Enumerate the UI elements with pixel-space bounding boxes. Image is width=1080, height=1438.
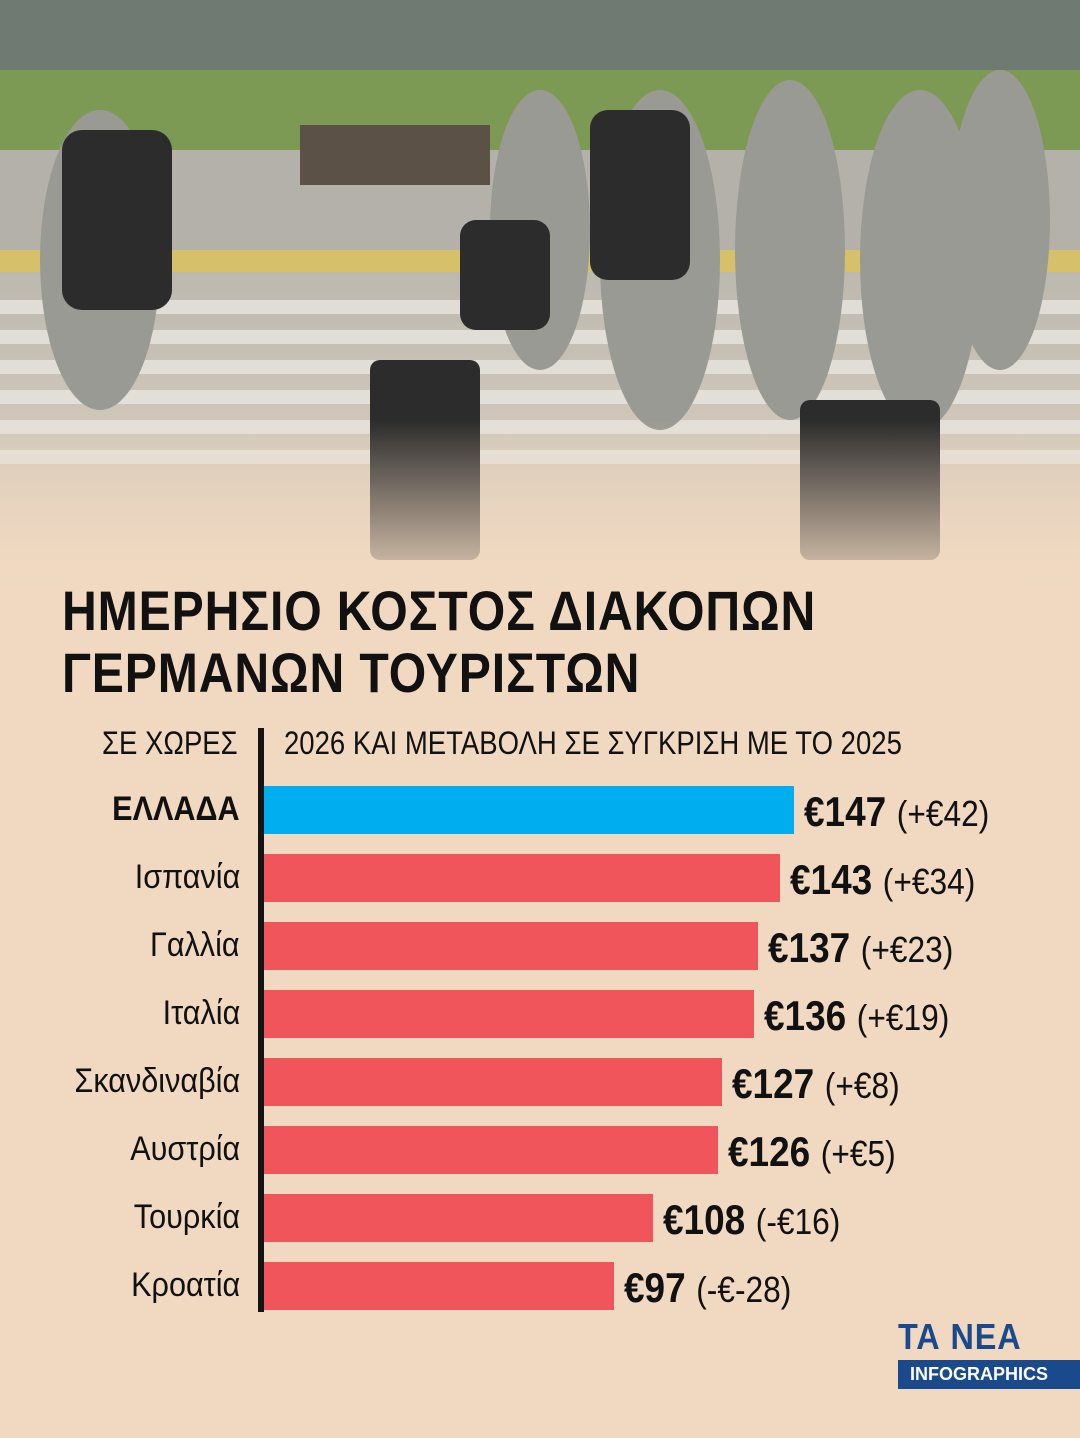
- category-label: Σκανδιναβία: [74, 1062, 240, 1100]
- change-amount: (-€-28): [696, 1269, 792, 1310]
- bar: [264, 786, 794, 834]
- value-label: €97 (-€-28): [624, 1264, 791, 1312]
- bar: [264, 922, 758, 970]
- change-amount: (+€5): [820, 1133, 896, 1174]
- header-photo: [0, 0, 1080, 600]
- bar: [264, 1058, 722, 1106]
- change-amount: (-€16): [755, 1201, 841, 1242]
- value-amount: €108: [663, 1196, 746, 1243]
- brand-logo: ΤΑ ΝΕΑ INFOGRAPHICS: [898, 1316, 1080, 1389]
- category-label: Ισπανία: [134, 858, 240, 896]
- value-label: €136 (+€19): [764, 992, 949, 1040]
- category-label: Γαλλία: [150, 926, 240, 964]
- value-label: €137 (+€23): [768, 924, 953, 972]
- value-amount: €97: [624, 1264, 686, 1311]
- bar: [264, 1262, 614, 1310]
- value-label: €127 (+€8): [732, 1060, 900, 1108]
- change-amount: (+€8): [824, 1065, 900, 1106]
- value-label: €143 (+€34): [790, 856, 975, 904]
- value-label: €147 (+€42): [804, 788, 989, 836]
- value-amount: €147: [804, 788, 887, 835]
- category-label: Κροατία: [130, 1266, 240, 1304]
- chart-title: ΗΜΕΡΗΣΙΟ ΚΟΣΤΟΣ ΔΙΑΚΟΠΩΝ ΓΕΡΜΑΝΩΝ ΤΟΥΡΙΣ…: [62, 579, 817, 704]
- axis-line: [258, 728, 264, 1312]
- category-label: Τουρκία: [133, 1198, 240, 1236]
- bar: [264, 1126, 718, 1174]
- change-amount: (+€34): [882, 861, 976, 902]
- category-label: Ιταλία: [162, 994, 240, 1032]
- category-header: ΣΕ ΧΩΡΕΣ: [102, 725, 238, 761]
- bar: [264, 990, 754, 1038]
- change-amount: (+€23): [860, 929, 954, 970]
- value-label: €108 (-€16): [663, 1196, 840, 1244]
- value-amount: €143: [790, 856, 873, 903]
- category-label: ΕΛΛΑΔΑ: [112, 790, 240, 828]
- value-amount: €137: [768, 924, 851, 971]
- tourists-photo-illustration: [0, 0, 1080, 600]
- change-amount: (+€42): [896, 793, 990, 834]
- value-amount: €136: [764, 992, 847, 1039]
- brand-tag: INFOGRAPHICS: [898, 1360, 1080, 1389]
- value-amount: €127: [732, 1060, 815, 1107]
- bar: [264, 854, 780, 902]
- bar: [264, 1194, 653, 1242]
- value-label: €126 (+€5): [728, 1128, 896, 1176]
- change-amount: (+€19): [856, 997, 950, 1038]
- category-label: Αυστρία: [129, 1130, 240, 1168]
- value-amount: €126: [728, 1128, 811, 1175]
- value-header: 2026 ΚΑΙ ΜΕΤΑΒΟΛΗ ΣΕ ΣΥΓΚΡΙΣΗ ΜΕ ΤΟ 2025: [284, 725, 902, 761]
- brand-name: ΤΑ ΝΕΑ: [898, 1316, 1022, 1357]
